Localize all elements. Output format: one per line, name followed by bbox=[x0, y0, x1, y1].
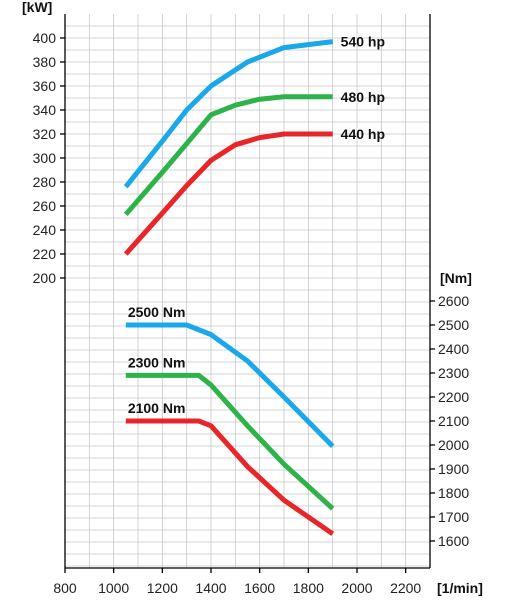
right-tick-label: 2500 bbox=[438, 317, 469, 333]
x-tick-label: 2200 bbox=[390, 580, 421, 596]
left-tick-label: 280 bbox=[33, 174, 57, 190]
left-tick-label: 300 bbox=[33, 150, 57, 166]
left-tick-label: 340 bbox=[33, 102, 57, 118]
left-tick-label: 240 bbox=[33, 222, 57, 238]
power-curve-line bbox=[123, 94, 333, 217]
left-tick-label: 400 bbox=[33, 30, 57, 46]
axes bbox=[60, 14, 435, 573]
x-tick-label: 800 bbox=[53, 580, 77, 596]
power-curve-label: 440 hp bbox=[341, 126, 385, 142]
right-tick-label: 2000 bbox=[438, 437, 469, 453]
torque-curve-line bbox=[125, 322, 335, 448]
right-tick-label: 1600 bbox=[438, 533, 469, 549]
torque-curve-line bbox=[125, 418, 335, 536]
power-curve-line bbox=[123, 39, 334, 189]
left-tick-label: 220 bbox=[33, 246, 57, 262]
x-tick-label: 2000 bbox=[341, 580, 372, 596]
grid bbox=[65, 14, 430, 568]
x-tick-label: 1600 bbox=[244, 580, 275, 596]
right-tick-label: 2100 bbox=[438, 413, 469, 429]
right-tick-label: 1900 bbox=[438, 461, 469, 477]
x-tick-label: 1000 bbox=[98, 580, 129, 596]
labels: 200 220 240 260 280 300 320 340 360 380 400 1600 170… bbox=[22, 0, 483, 596]
torque-curve-label: 2100 Nm bbox=[128, 400, 186, 416]
power-curve-label: 540 hp bbox=[341, 34, 385, 50]
left-tick-label: 360 bbox=[33, 78, 57, 94]
x-axis-unit: [1/min] bbox=[437, 580, 483, 596]
torque-curve-label: 2500 Nm bbox=[128, 304, 186, 320]
x-tick-label: 1800 bbox=[293, 580, 324, 596]
x-tick-label: 1200 bbox=[147, 580, 178, 596]
series bbox=[123, 39, 335, 536]
left-tick-label: 200 bbox=[33, 270, 57, 286]
right-tick-label: 2600 bbox=[438, 293, 469, 309]
right-tick-label: 2400 bbox=[438, 341, 469, 357]
right-axis-unit: [Nm] bbox=[440, 270, 472, 286]
right-tick-label: 1800 bbox=[438, 485, 469, 501]
torque-curve-line bbox=[125, 372, 335, 511]
left-tick-label: 380 bbox=[33, 54, 57, 70]
power-curve-label: 480 hp bbox=[341, 89, 385, 105]
left-tick-label: 320 bbox=[33, 126, 57, 142]
power-curve-line bbox=[123, 131, 333, 256]
torque-curve-label: 2300 Nm bbox=[128, 354, 186, 370]
left-tick-label: 260 bbox=[33, 198, 57, 214]
left-axis-unit: [kW] bbox=[22, 0, 52, 15]
right-tick-label: 1700 bbox=[438, 509, 469, 525]
right-tick-label: 2200 bbox=[438, 389, 469, 405]
right-tick-label: 2300 bbox=[438, 365, 469, 381]
x-tick-label: 1400 bbox=[195, 580, 226, 596]
